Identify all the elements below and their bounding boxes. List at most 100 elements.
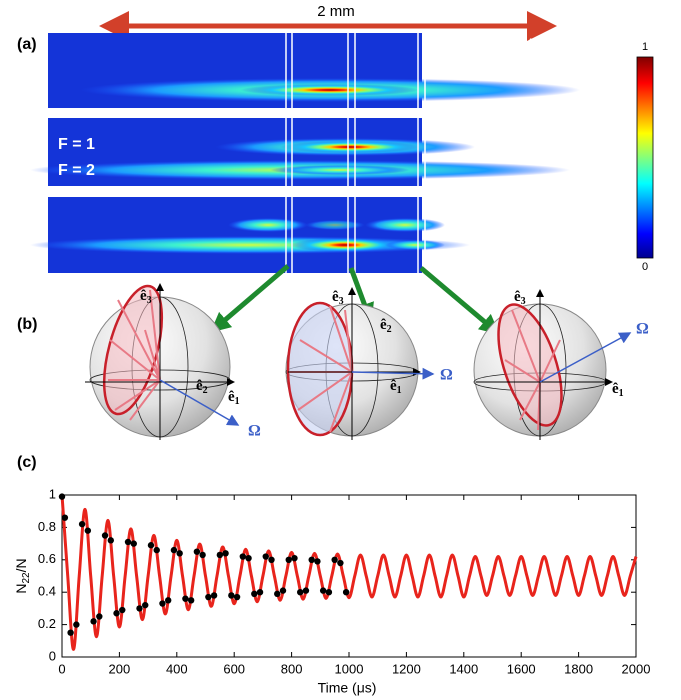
axis-base: ê: [332, 289, 339, 305]
colorbar-tick-label: 0: [642, 261, 648, 273]
data-point: [274, 590, 281, 598]
data-point: [61, 514, 69, 521]
y-label-main: N: [13, 584, 29, 594]
y-tick-label: 0: [49, 648, 56, 663]
y-label-rest: /N: [13, 558, 29, 572]
x-tick-label: 1600: [507, 661, 536, 676]
x-tick-label: 2000: [622, 661, 651, 676]
axis-sub: 1: [619, 388, 624, 399]
data-point: [136, 605, 143, 612]
axis-sub: 1: [235, 396, 240, 407]
data-point: [176, 550, 183, 557]
data-point: [73, 621, 80, 628]
x-tick-label: 1400: [449, 661, 478, 676]
omega-label: Ω: [248, 423, 261, 440]
data-point: [291, 554, 298, 562]
data-point: [325, 589, 333, 596]
data-point: [119, 606, 126, 614]
time-sub: R: [557, 209, 565, 220]
data-point: [308, 556, 315, 563]
bloch-sphere: [85, 283, 240, 440]
heatmap-row: [48, 33, 580, 108]
data-point: [153, 546, 160, 554]
y-tick-label: 0.6: [38, 551, 56, 566]
data-point: [262, 553, 269, 560]
axis-label: ê1: [612, 381, 624, 399]
data-point: [124, 538, 132, 546]
data-point: [205, 593, 212, 601]
data-point: [216, 551, 224, 559]
time-text: t = 3.5 T: [492, 119, 552, 136]
x-tick-label: 400: [166, 661, 188, 676]
plot-frame: [61, 494, 637, 658]
data-point: [84, 527, 92, 534]
time-label: t = 7 TR: [510, 200, 565, 219]
data-point: [96, 613, 103, 620]
axis-label: ê1: [228, 389, 240, 407]
axis-sub: 3: [339, 296, 344, 307]
y-tick-label: 0.2: [38, 616, 56, 631]
data-point: [256, 589, 264, 596]
data-point: [285, 556, 292, 563]
data-point: [251, 590, 258, 598]
data-point: [78, 520, 86, 528]
omega-label: Ω: [636, 321, 649, 338]
data-point: [164, 597, 172, 604]
data-point: [279, 587, 287, 594]
data-point: [199, 551, 206, 559]
axis-label: ê2: [380, 317, 392, 335]
colorbar: [636, 56, 654, 259]
heatmap-row: [30, 197, 470, 273]
axis-label: ê3: [140, 288, 152, 306]
y-tick-label: 1: [49, 486, 56, 501]
data-point: [67, 629, 74, 636]
axis-label: ê3: [514, 289, 526, 307]
data-point: [222, 550, 229, 557]
data-point: [297, 589, 304, 596]
data-point: [159, 600, 166, 607]
data-point: [107, 537, 114, 544]
state-label: F = 1: [58, 136, 95, 153]
data-point: [342, 589, 350, 596]
time-sub: R: [552, 128, 560, 139]
data-point: [268, 556, 275, 563]
data-point: [113, 610, 120, 617]
x-axis-label: Time (μs): [318, 680, 377, 696]
data-point: [58, 493, 66, 500]
x-tick-label: 600: [223, 661, 245, 676]
data-point: [228, 592, 235, 599]
panel-label: (b): [17, 316, 37, 333]
axis-base: ê: [612, 381, 619, 397]
axis-label: ê3: [332, 289, 344, 307]
data-point: [337, 559, 344, 567]
data-point: [187, 597, 195, 604]
axis-sub: 3: [147, 295, 152, 306]
x-tick-label: 1200: [392, 661, 421, 676]
data-point: [130, 540, 137, 547]
time-label: t = 0: [528, 36, 561, 53]
x-tick-label: 200: [109, 661, 131, 676]
x-tick-label: 1000: [335, 661, 364, 676]
time-text: t = 7 T: [510, 200, 557, 217]
omega-label: Ω: [440, 367, 453, 384]
bloch-sphere: [285, 287, 435, 440]
data-point: [182, 595, 189, 602]
scale-label: 2 mm: [317, 3, 355, 20]
axis-base: ê: [514, 289, 521, 305]
data-point: [239, 553, 247, 560]
axis-base: ê: [228, 389, 235, 405]
x-tick-label: 800: [281, 661, 303, 676]
y-tick-label: 0.4: [38, 584, 56, 599]
y-tick-label: 0.8: [38, 519, 56, 534]
x-tick-label: 1800: [564, 661, 593, 676]
data-point: [245, 554, 252, 562]
y-label-sub: 22: [21, 572, 32, 584]
data-point: [314, 558, 321, 565]
y-axis-label: N22/N: [13, 558, 32, 593]
data-point: [302, 587, 310, 594]
time-label: t = 3.5 TR: [492, 119, 560, 138]
axis-label: ê2: [196, 378, 208, 396]
data-point: [142, 601, 149, 609]
data-point: [90, 618, 97, 625]
